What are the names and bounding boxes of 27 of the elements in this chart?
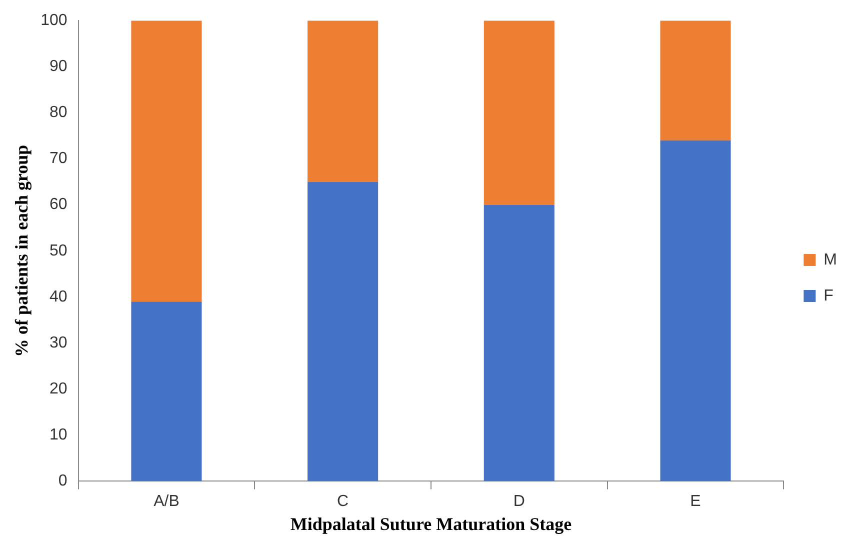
x-tick-label: D bbox=[513, 493, 525, 510]
y-tick-label: 30 bbox=[50, 334, 68, 352]
x-tick-label: A/B bbox=[154, 493, 180, 510]
y-tick-label: 100 bbox=[40, 12, 68, 30]
bar bbox=[131, 20, 202, 302]
bar bbox=[308, 182, 378, 482]
y-tick-label: 70 bbox=[50, 150, 68, 168]
y-tick-label: 90 bbox=[50, 58, 68, 76]
bar bbox=[131, 302, 202, 482]
legend-label: M bbox=[824, 251, 837, 268]
y-tick-label: 10 bbox=[50, 426, 68, 444]
x-axis-title: Midpalatal Suture Maturation Stage bbox=[290, 514, 572, 534]
legend-label: F bbox=[824, 287, 834, 304]
bar bbox=[660, 140, 731, 482]
bar bbox=[660, 20, 731, 140]
y-axis-title: % of patients in each group bbox=[11, 144, 32, 357]
bar bbox=[308, 20, 378, 182]
y-tick-label: 60 bbox=[50, 196, 68, 214]
y-tick-label: 50 bbox=[50, 242, 68, 260]
y-tick-label: 20 bbox=[50, 380, 68, 398]
bar bbox=[484, 204, 554, 482]
x-tick-label: C bbox=[337, 493, 349, 510]
y-tick-label: 0 bbox=[58, 472, 68, 490]
y-tick-label: 40 bbox=[50, 288, 68, 306]
bar bbox=[484, 20, 554, 205]
y-tick-label: 80 bbox=[50, 104, 68, 122]
x-tick-label: E bbox=[690, 493, 701, 510]
